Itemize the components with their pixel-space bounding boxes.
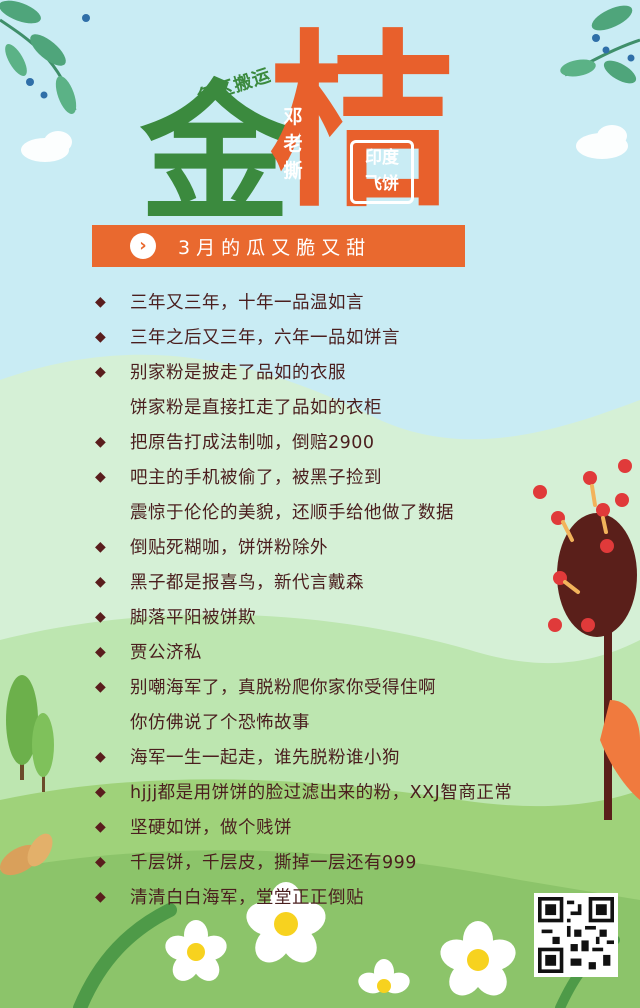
leaves-top-right (560, 5, 640, 84)
list-item: ◆ 别家粉是披走了品如的衣服 (95, 354, 615, 389)
cloud-right (576, 125, 628, 159)
list-item: ◆ 别嘲海军了，真脱粉爬你家你受得住啊 (95, 669, 615, 704)
qr-code (534, 893, 618, 977)
flowers-bottom (73, 882, 620, 1008)
chevron-right-icon: › (130, 233, 156, 259)
subtitle-banner: › 3月的瓜又脆又甜 (92, 225, 465, 267)
list-item-text: 把原告打成法制咖，倒赔2900 (130, 433, 375, 453)
list-item: ◆ 海军一生一起走，谁先脱粉谁小狗 (95, 739, 615, 774)
list-item-text: 三年又三年，十年一品温如言 (130, 293, 364, 313)
title-char-ju: 桔 (268, 14, 456, 233)
list-item-continuation: 震惊于伦伦的美貌，还顺手给他做了数据 (95, 494, 615, 529)
list-item: ◆ 三年又三年，十年一品温如言 (95, 284, 615, 319)
list-item-text: 别家粉是披走了品如的衣服 (130, 363, 346, 383)
list-item-text: 贾公济私 (130, 643, 202, 663)
diamond-bullet-icon: ◆ (95, 433, 106, 450)
list-item-text: 别嘲海军了，真脱粉爬你家你受得住啊 (130, 678, 436, 698)
plant-bottom-left (0, 833, 53, 876)
diamond-bullet-icon: ◆ (95, 888, 106, 905)
list-item-continuation: 饼家粉是直接扛走了品如的衣柜 (95, 389, 615, 424)
list-item-text: 千层饼，千层皮，撕掉一层还有999 (130, 853, 417, 873)
list-item-text: 三年之后又三年，六年一品如饼言 (130, 328, 400, 348)
list-item-text: 海军一生一起走，谁先脱粉谁小狗 (130, 748, 400, 768)
list-item: ◆ 贾公济私 (95, 634, 615, 669)
list-item-text: 黑子都是报喜鸟，新代言戴森 (130, 573, 364, 593)
list-item-text: hjjj都是用饼饼的脸过滤出来的粉，XXJ智商正常 (130, 783, 513, 803)
list-item: ◆ 吧主的手机被偷了，被黑子捡到 (95, 459, 615, 494)
list-item: ◆ 千层饼，千层皮，撕掉一层还有999 (95, 844, 615, 879)
list-item-text: 清清白白海军，堂堂正正倒贴 (130, 888, 364, 908)
diamond-bullet-icon: ◆ (95, 748, 106, 765)
list-item-text: 坚硬如饼，做个贱饼 (130, 818, 292, 838)
list-item: ◆ 坚硬如饼，做个贱饼 (95, 809, 615, 844)
list-item: ◆ 清清白白海军，堂堂正正倒贴 (95, 879, 615, 914)
list-item: ◆ 黑子都是报喜鸟，新代言戴森 (95, 564, 615, 599)
list-item-continuation: 你仿佛说了个恐怖故事 (95, 704, 615, 739)
diamond-bullet-icon: ◆ (95, 468, 106, 485)
list-item-text: 你仿佛说了个恐怖故事 (130, 713, 310, 733)
stamp-line-2: 飞饼 (365, 174, 399, 195)
diamond-bullet-icon: ◆ (95, 643, 106, 660)
title-char-jin: 金 (140, 68, 291, 242)
stamp-line-1: 印度 (365, 148, 399, 169)
diamond-bullet-icon: ◆ (95, 538, 106, 555)
list-item: ◆ 三年之后又三年，六年一品如饼言 (95, 319, 615, 354)
author-tag: 邓老撕 (283, 106, 303, 182)
stamp-badge: 印度 飞饼 (350, 140, 414, 204)
list-item: ◆ hjjj都是用饼饼的脸过滤出来的粉，XXJ智商正常 (95, 774, 615, 809)
diamond-bullet-icon: ◆ (95, 328, 106, 345)
list-item: ◆ 倒贴死糊咖，饼饼粉除外 (95, 529, 615, 564)
diamond-bullet-icon: ◆ (95, 853, 106, 870)
candied-haws-stick (533, 459, 640, 820)
diamond-bullet-icon: ◆ (95, 783, 106, 800)
list-item: ◆ 脚落平阳被饼欺 (95, 599, 615, 634)
diamond-bullet-icon: ◆ (95, 818, 106, 835)
trees-left (6, 675, 54, 792)
list-item: ◆ 把原告打成法制咖，倒赔2900 (95, 424, 615, 459)
diamond-bullet-icon: ◆ (95, 608, 106, 625)
diamond-bullet-icon: ◆ (95, 573, 106, 590)
cloud-left (21, 131, 72, 162)
leaves-top-left (0, 0, 90, 114)
diamond-bullet-icon: ◆ (95, 293, 106, 310)
quote-list: ◆ 三年又三年，十年一品温如言 ◆ 三年之后又三年，六年一品如饼言 ◆ 别家粉是披走了品如… (95, 284, 615, 914)
diamond-bullet-icon: ◆ (95, 363, 106, 380)
list-item-text: 倒贴死糊咖，饼饼粉除外 (130, 538, 328, 558)
diamond-bullet-icon: ◆ (95, 678, 106, 695)
subtitle-text: 3月的瓜又脆又甜 (178, 236, 372, 259)
list-item-text: 脚落平阳被饼欺 (130, 608, 256, 628)
list-item-text: 吧主的手机被偷了，被黑子捡到 (130, 468, 382, 488)
list-item-text: 震惊于伦伦的美貌，还顺手给他做了数据 (130, 503, 454, 523)
list-item-text: 饼家粉是直接扛走了品如的衣柜 (130, 398, 382, 418)
